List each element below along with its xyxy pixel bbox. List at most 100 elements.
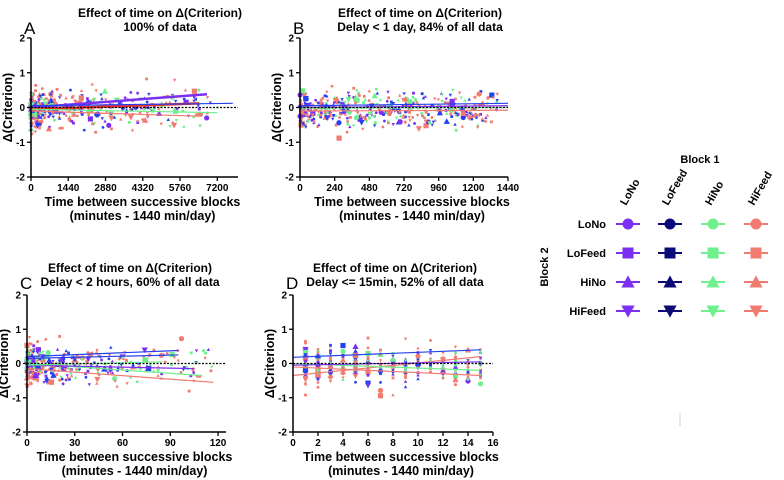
data-point: [389, 100, 393, 104]
data-point: [40, 120, 44, 124]
data-point: [50, 372, 57, 378]
data-point: [80, 112, 84, 116]
data-point: [198, 124, 202, 127]
data-point: [151, 369, 156, 373]
y-axis-label: Δ(Criterion): [0, 329, 11, 398]
data-point: [59, 374, 63, 379]
data-point: [40, 357, 46, 363]
data-point: [319, 115, 323, 119]
data-point: [67, 118, 71, 122]
data-point: [107, 353, 112, 357]
data-point: [365, 120, 369, 124]
data-point: [53, 118, 56, 122]
data-point: [192, 96, 196, 100]
data-point: [181, 109, 185, 113]
data-point: [342, 100, 347, 104]
data-point: [136, 91, 140, 95]
data-point: [37, 97, 41, 101]
data-point: [34, 83, 38, 87]
data-point: [411, 116, 415, 119]
data-point: [466, 377, 470, 381]
data-point: [108, 115, 115, 122]
x-axis-label-units: (minutes - 1440 min/day): [328, 464, 474, 478]
x-tick-label: 1440: [497, 183, 520, 194]
data-point: [42, 380, 46, 385]
data-point: [52, 108, 59, 114]
data-point: [58, 367, 62, 371]
data-point: [174, 118, 179, 122]
data-point: [353, 115, 360, 121]
data-point: [386, 110, 393, 117]
data-point: [79, 88, 84, 92]
data-point: [44, 353, 51, 360]
data-point: [139, 367, 143, 370]
data-point: [374, 87, 378, 91]
data-point: [366, 357, 370, 360]
data-point: [118, 117, 123, 121]
data-point: [354, 380, 357, 384]
data-point: [316, 385, 320, 389]
data-point: [51, 115, 55, 119]
data-point: [159, 122, 163, 126]
x-tick-label: 0: [290, 438, 296, 449]
data-point: [131, 364, 135, 367]
data-point: [304, 377, 307, 381]
data-point: [343, 110, 347, 114]
x-axis-label-units: (minutes - 1440 min/day): [70, 209, 216, 223]
data-point: [130, 108, 134, 111]
data-point: [32, 348, 36, 352]
data-point: [423, 94, 427, 98]
data-point: [420, 112, 424, 115]
data-point: [331, 117, 335, 121]
data-point: [379, 366, 382, 370]
y-axis-label: Δ(Criterion): [263, 329, 277, 398]
x-tick-label: 12: [437, 438, 449, 449]
data-point: [82, 128, 86, 132]
x-tick-label: 5760: [169, 183, 192, 194]
data-point: [303, 123, 308, 127]
data-point: [495, 92, 499, 96]
data-point: [64, 96, 68, 100]
data-point: [316, 349, 320, 353]
data-point: [63, 368, 67, 372]
data-point: [465, 113, 469, 117]
legend-marker-triangle-up: [749, 275, 763, 288]
x-tick-label: 480: [361, 183, 378, 194]
data-point: [454, 128, 458, 132]
data-point: [454, 111, 458, 115]
data-point: [454, 97, 457, 101]
data-point: [328, 380, 333, 384]
data-point: [416, 346, 420, 350]
data-point: [125, 111, 128, 114]
data-point: [349, 116, 352, 119]
data-point: [410, 107, 414, 111]
data-point: [453, 122, 457, 126]
data-point: [359, 114, 363, 118]
data-point: [29, 348, 33, 352]
trend-line: [30, 110, 200, 117]
data-point: [477, 114, 481, 118]
legend-marker-triangle-down: [706, 305, 720, 318]
data-point: [475, 125, 480, 130]
data-point: [301, 122, 305, 125]
data-point: [66, 366, 70, 370]
data-point: [340, 98, 344, 102]
data-point: [34, 371, 38, 375]
data-point: [397, 119, 403, 125]
data-point: [52, 365, 57, 369]
data-point: [325, 89, 329, 93]
data-point: [50, 371, 53, 375]
data-point: [302, 123, 306, 127]
data-point: [90, 82, 94, 86]
data-point: [44, 374, 48, 378]
panel-C: Effect of time on Δ(Criterion)Delay < 2 …: [0, 261, 232, 478]
data-point: [111, 375, 118, 382]
data-point: [60, 126, 64, 130]
x-tick-label: 0: [297, 183, 303, 194]
data-point: [55, 347, 60, 351]
data-point: [354, 101, 357, 105]
y-tick-label: 0: [19, 103, 25, 114]
data-point: [38, 112, 41, 116]
data-point: [300, 103, 304, 107]
data-point: [148, 106, 153, 110]
